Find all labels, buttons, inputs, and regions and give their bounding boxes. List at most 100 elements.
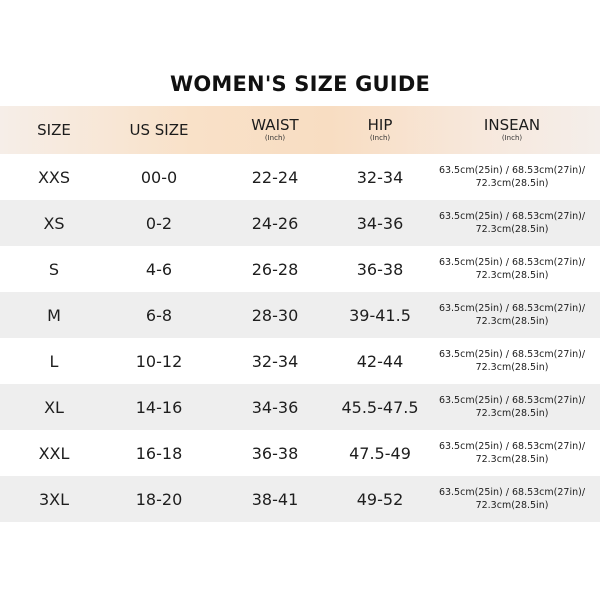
size-value: XS [43,213,65,233]
cell-size: XXS [18,154,90,200]
waist-value: 26-28 [251,259,299,279]
table-row: XL 14-16 34-36 45.5-47.5 63.5cm(25in) / 68.5… [0,384,600,430]
cell-us-size: 14-16 [115,384,203,430]
table-row: XXS 00-0 22-24 32-34 63.5cm(25in) / 68.53cm(… [0,154,600,200]
insean-line-1: 63.5cm(25in) / 68.53cm(27in)/ [438,165,586,176]
insean-line-1: 63.5cm(25in) / 68.53cm(27in)/ [438,441,586,452]
header-us-size: US SIZE [115,106,203,154]
insean-line-2: 72.3cm(28.5in) [475,500,549,511]
cell-waist: 26-28 [230,246,320,292]
cell-insean: 63.5cm(25in) / 68.53cm(27in)/ 72.3cm(28.5… [424,292,600,338]
cell-size: M [18,292,90,338]
header-insean-unit: (Inch) [501,134,523,142]
insean-line-2: 72.3cm(28.5in) [475,316,549,327]
us-size-value: 6-8 [145,305,173,325]
cell-insean: 63.5cm(25in) / 68.53cm(27in)/ 72.3cm(28.5… [424,430,600,476]
insean-line-1: 63.5cm(25in) / 68.53cm(27in)/ [438,303,586,314]
size-value: 3XL [38,489,70,509]
cell-insean: 63.5cm(25in) / 68.53cm(27in)/ 72.3cm(28.5… [424,476,600,522]
cell-us-size: 4-6 [115,246,203,292]
cell-size: S [18,246,90,292]
cell-hip: 36-38 [332,246,428,292]
insean-line-2: 72.3cm(28.5in) [475,270,549,281]
cell-insean: 63.5cm(25in) / 68.53cm(27in)/ 72.3cm(28.5… [424,246,600,292]
cell-waist: 34-36 [230,384,320,430]
cell-us-size: 00-0 [115,154,203,200]
cell-hip: 42-44 [332,338,428,384]
size-value: S [48,259,60,279]
waist-value: 34-36 [251,397,299,417]
page-title: WOMEN'S SIZE GUIDE [170,72,430,96]
cell-insean: 63.5cm(25in) / 68.53cm(27in)/ 72.3cm(28.5… [424,200,600,246]
header-waist: WAIST (Inch) [230,106,320,154]
insean-line-2: 72.3cm(28.5in) [475,178,549,189]
size-value: M [47,305,61,325]
cell-us-size: 16-18 [115,430,203,476]
table-row: M 6-8 28-30 39-41.5 63.5cm(25in) / 68.53cm(2… [0,292,600,338]
cell-waist: 32-34 [230,338,320,384]
size-value: XXS [37,167,71,187]
hip-value: 49-52 [356,489,404,509]
waist-value: 22-24 [251,167,299,187]
hip-value: 42-44 [356,351,404,371]
insean-line-1: 63.5cm(25in) / 68.53cm(27in)/ [438,487,586,498]
header-hip: HIP (Inch) [332,106,428,154]
hip-value: 34-36 [356,213,404,233]
insean-line-2: 72.3cm(28.5in) [475,454,549,465]
us-size-value: 4-6 [145,259,173,279]
table-row: XS 0-2 24-26 34-36 63.5cm(25in) / 68.53cm(27… [0,200,600,246]
header-waist-label: WAIST [251,116,299,134]
cell-hip: 47.5-49 [332,430,428,476]
cell-insean: 63.5cm(25in) / 68.53cm(27in)/ 72.3cm(28.5… [424,384,600,430]
cell-size: L [18,338,90,384]
cell-hip: 34-36 [332,200,428,246]
cell-waist: 38-41 [230,476,320,522]
size-value: XXL [38,443,70,463]
waist-value: 32-34 [251,351,299,371]
cell-waist: 22-24 [230,154,320,200]
cell-size: 3XL [18,476,90,522]
hip-value: 45.5-47.5 [341,397,419,417]
header-hip-unit: (Inch) [369,134,391,142]
cell-insean: 63.5cm(25in) / 68.53cm(27in)/ 72.3cm(28.5… [424,338,600,384]
table-row: 3XL 18-20 38-41 49-52 63.5cm(25in) / 68.53cm… [0,476,600,522]
size-guide-table: SIZE US SIZE WAIST (Inch) HIP (Inch) INS… [0,106,600,522]
insean-line-2: 72.3cm(28.5in) [475,224,549,235]
header-size: SIZE [18,106,90,154]
waist-value: 36-38 [251,443,299,463]
header-hip-label: HIP [367,116,393,134]
waist-value: 24-26 [251,213,299,233]
us-size-value: 14-16 [135,397,183,417]
hip-value: 32-34 [356,167,404,187]
header-us-size-label: US SIZE [129,120,189,139]
insean-line-1: 63.5cm(25in) / 68.53cm(27in)/ [438,211,586,222]
cell-size: XS [18,200,90,246]
header-size-label: SIZE [37,120,71,139]
table-row: XXL 16-18 36-38 47.5-49 63.5cm(25in) / 68.53… [0,430,600,476]
cell-hip: 49-52 [332,476,428,522]
us-size-value: 00-0 [140,167,178,187]
size-value: XL [44,397,64,417]
hip-value: 47.5-49 [349,443,411,463]
cell-insean: 63.5cm(25in) / 68.53cm(27in)/ 72.3cm(28.5… [424,154,600,200]
table-header-row: SIZE US SIZE WAIST (Inch) HIP (Inch) INS… [0,106,600,154]
cell-us-size: 6-8 [115,292,203,338]
header-insean-label: INSEAN [483,116,541,134]
cell-waist: 36-38 [230,430,320,476]
cell-waist: 28-30 [230,292,320,338]
cell-hip: 39-41.5 [332,292,428,338]
cell-hip: 32-34 [332,154,428,200]
insean-line-2: 72.3cm(28.5in) [475,362,549,373]
table-body: XXS 00-0 22-24 32-34 63.5cm(25in) / 68.53cm(… [0,154,600,522]
insean-line-1: 63.5cm(25in) / 68.53cm(27in)/ [438,349,586,360]
us-size-value: 18-20 [135,489,183,509]
header-insean: INSEAN (Inch) [424,106,600,154]
cell-size: XL [18,384,90,430]
cell-us-size: 0-2 [115,200,203,246]
table-row: S 4-6 26-28 36-38 63.5cm(25in) / 68.53cm(27i… [0,246,600,292]
insean-line-2: 72.3cm(28.5in) [475,408,549,419]
size-value: L [49,351,59,371]
cell-us-size: 10-12 [115,338,203,384]
us-size-value: 10-12 [135,351,183,371]
waist-value: 28-30 [251,305,299,325]
